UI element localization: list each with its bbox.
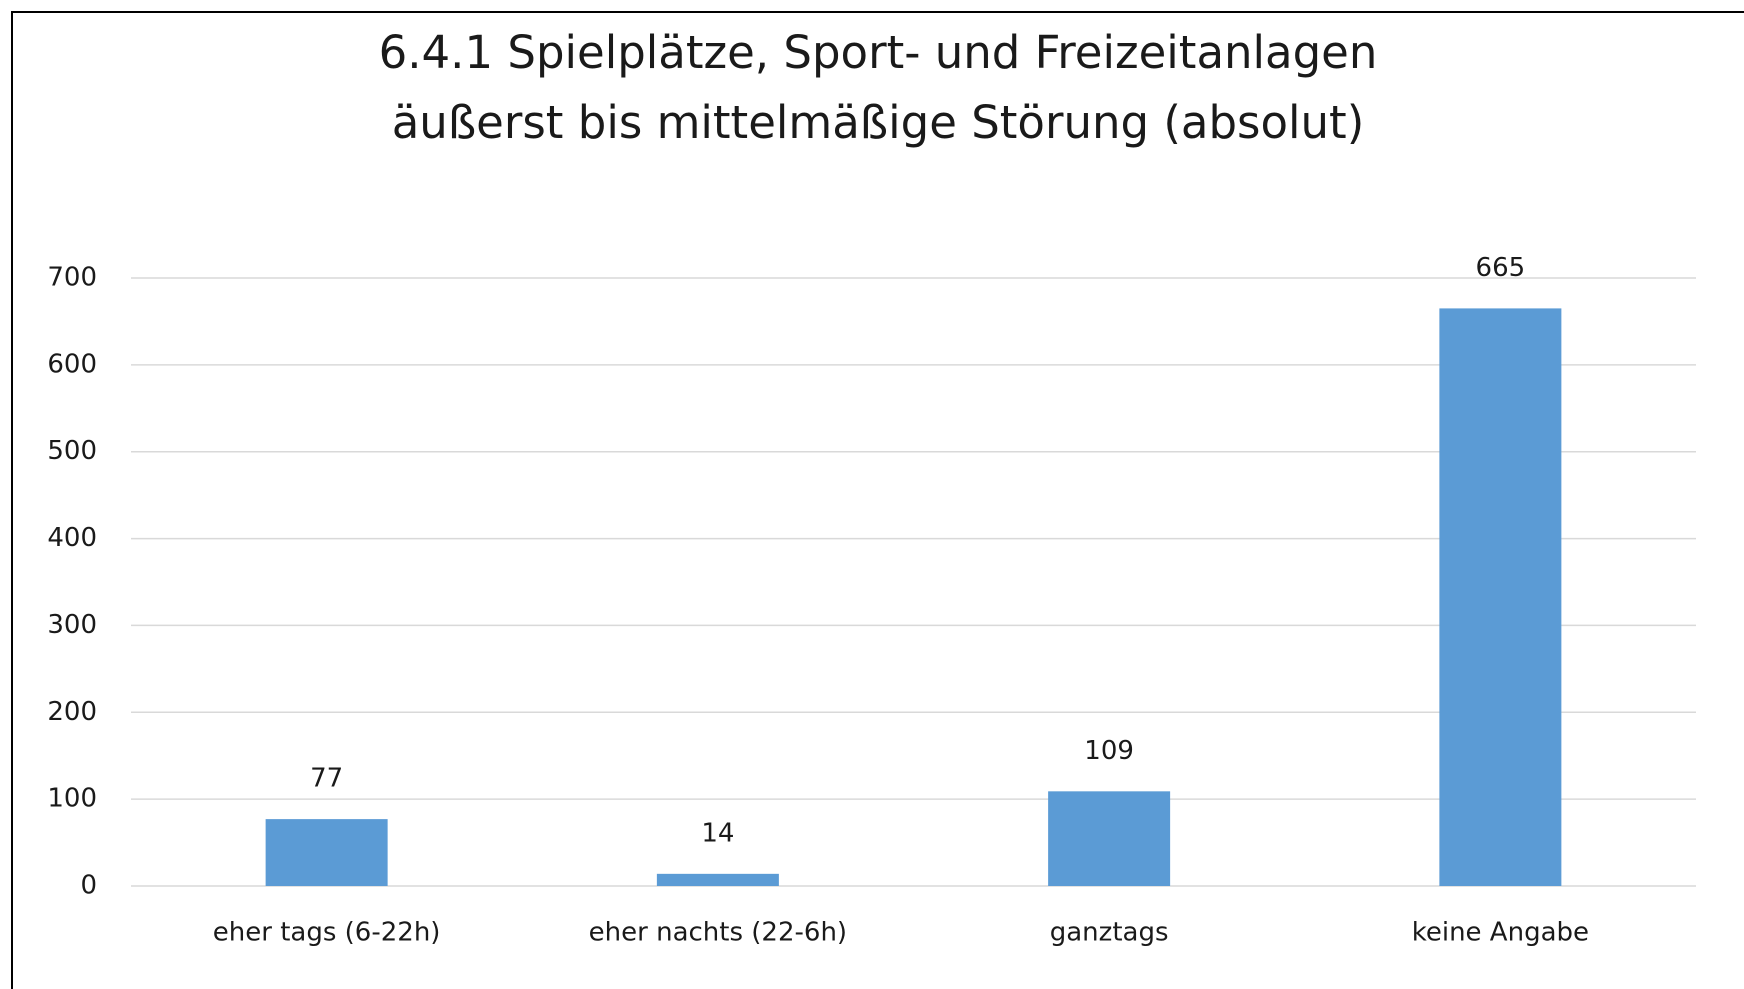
x-tick-label: eher tags (6-22h) [213,918,441,948]
data-label: 14 [701,818,734,848]
data-label: 77 [310,764,343,794]
y-tick-label: 0 [80,871,97,901]
bar [1439,308,1562,886]
chart-title: 6.4.1 Spielplätze, Sport- und Freizeitan… [379,26,1378,79]
y-tick-label: 300 [47,610,97,640]
x-tick-label: eher nachts (22-6h) [589,918,847,948]
bar [1048,791,1171,886]
data-label: 665 [1476,253,1526,283]
y-tick-label: 700 [47,263,97,293]
chart-subtitle: äußerst bis mittelmäßige Störung (absolu… [392,96,1365,149]
data-label: 109 [1084,736,1134,766]
bar [265,819,388,886]
y-tick-label: 600 [47,349,97,379]
bar [656,873,779,886]
y-tick-label: 200 [47,697,97,727]
x-tick-label: ganztags [1050,918,1169,948]
x-tick-label: keine Angabe [1412,918,1589,948]
y-tick-label: 500 [47,436,97,466]
y-tick-label: 400 [47,523,97,553]
y-tick-label: 100 [47,784,97,814]
